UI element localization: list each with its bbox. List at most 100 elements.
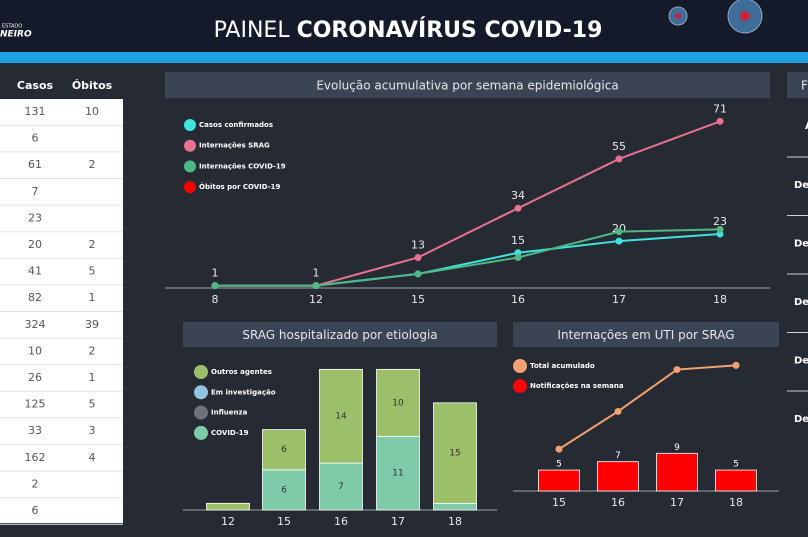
data-point [614,407,622,415]
data-label: 5 [733,460,739,470]
data-label: 6 [281,485,287,495]
data-point [615,228,623,236]
table-cell: 5 [89,398,96,411]
x-tick-label: 17 [612,293,626,306]
data-point [514,253,522,261]
column-header: Casos [17,79,54,92]
data-point [615,155,623,163]
legend-label: Internações SRAG [199,142,270,150]
legend-label: Casos confirmados [199,121,273,129]
bar-segment [262,429,306,471]
data-label: 10 [392,398,404,408]
x-tick-label: 17 [391,515,405,528]
data-label: 11 [392,469,403,479]
table-cell: 61 [28,158,42,171]
legend-swatch [194,405,208,420]
data-label: 5 [556,460,562,470]
legend-swatch [513,379,527,393]
bar [597,461,639,492]
legend-label: Óbitos por COVID-19 [199,182,280,191]
x-tick-label: 12 [309,293,323,306]
logo-bottom: NEIRO [0,30,32,40]
x-tick-label: 17 [670,496,684,509]
bar [538,469,580,492]
side-row-label: De [794,297,808,308]
table-cell: 324 [25,318,46,331]
panel-title: Internações em UTI por SRAG [557,328,734,342]
legend-label: Internações COVID-19 [199,162,286,170]
data-point [211,282,219,290]
panel-title: Evolução acumulativa por semana epidemio… [316,79,618,93]
data-label: 15 [449,449,460,459]
panel-title-bar [165,72,770,98]
data-label: 13 [411,238,425,251]
table-cell: 2 [89,158,96,171]
legend-swatch [184,139,196,152]
table-cell: 131 [25,105,46,118]
bar-segment [206,502,250,511]
series-line [558,364,737,450]
data-label: 23 [713,215,727,228]
data-point [716,117,724,125]
legend-swatch [194,365,208,379]
data-label: 7 [615,451,621,461]
bar-segment [376,368,420,437]
column-header: Óbitos [72,79,113,92]
data-point [414,270,422,278]
legend-label: Influenza [211,409,248,417]
table-cell: 39 [85,318,99,331]
header-stripe [0,52,808,63]
table-cell: 2 [89,238,96,251]
data-point [732,361,740,369]
table-cell: 6 [32,132,39,145]
x-tick-label: 16 [611,496,625,509]
side-row-label: De [794,180,808,191]
legend-label: Outros agentes [211,368,272,376]
data-label: 34 [511,189,525,202]
data-point [312,282,320,290]
table-cell: 10 [85,105,99,118]
x-tick-label: 16 [511,293,525,306]
x-tick-label: 18 [448,515,462,528]
table-cell: 6 [32,504,39,517]
legend-swatch [194,385,208,400]
table-cell: 125 [25,398,46,411]
table-cell: 1 [89,291,96,304]
x-tick-label: 12 [221,515,235,528]
side-title-bar [787,72,808,98]
data-point [673,366,681,374]
legend-label: COVID-19 [211,429,249,437]
series-line [215,228,721,287]
data-label: 1 [313,267,320,280]
side-header: A [805,119,808,132]
x-tick-label: 15 [411,293,425,306]
x-tick-label: 15 [277,515,291,528]
side-row-label: De [794,239,808,250]
bar [715,469,757,492]
table-cell: 3 [89,424,96,437]
series-line [215,120,721,287]
data-label: 14 [335,412,347,422]
data-label: 1 [212,267,219,280]
data-label: 7 [338,482,344,492]
legend-swatch [184,119,196,131]
bar-segment [319,368,363,464]
series-line [215,233,721,287]
panel-title: SRAG hospitalizado por etiologia [242,328,437,342]
page-title: PAINEL CORONAVÍRUS COVID-19 [214,17,603,43]
bar [656,452,698,492]
side-row-label: De [794,414,808,425]
bar-segment [433,502,477,511]
data-point [615,237,623,245]
table-cell: 20 [28,238,42,251]
table-cell: 26 [28,371,42,384]
table-cell: 1 [89,371,96,384]
legend-swatch [184,160,196,173]
side-title: F [801,79,808,93]
table-cell: 33 [28,424,42,437]
table-header [0,70,123,99]
title-bold: CORONAVÍRUS COVID-19 [297,17,603,43]
x-tick-label: 18 [729,496,743,509]
data-label: 71 [713,102,727,115]
logo-top: ESTADO [2,24,22,30]
